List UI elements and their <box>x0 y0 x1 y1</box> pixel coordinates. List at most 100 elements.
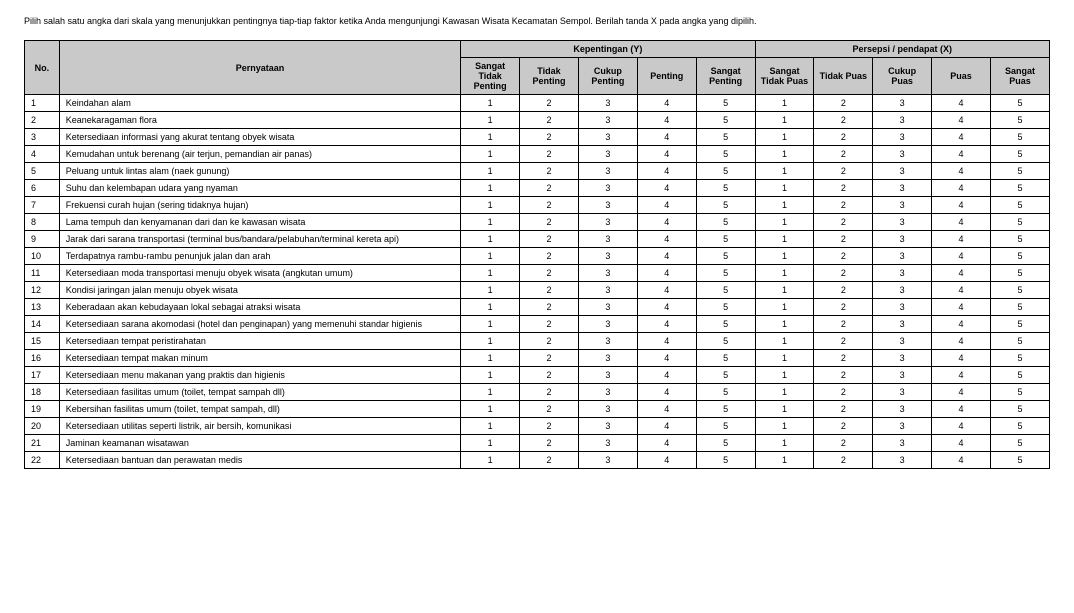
rate-x2[interactable]: 2 <box>814 248 873 265</box>
rate-y2[interactable]: 2 <box>520 435 579 452</box>
rate-x3[interactable]: 3 <box>873 95 932 112</box>
rate-x4[interactable]: 4 <box>932 435 991 452</box>
rate-y1[interactable]: 1 <box>461 384 520 401</box>
rate-x3[interactable]: 3 <box>873 384 932 401</box>
rate-x1[interactable]: 1 <box>755 333 814 350</box>
rate-y5[interactable]: 5 <box>696 316 755 333</box>
rate-x5[interactable]: 5 <box>990 95 1049 112</box>
rate-y3[interactable]: 3 <box>578 435 637 452</box>
rate-x2[interactable]: 2 <box>814 265 873 282</box>
rate-x1[interactable]: 1 <box>755 214 814 231</box>
rate-y3[interactable]: 3 <box>578 180 637 197</box>
rate-y5[interactable]: 5 <box>696 112 755 129</box>
rate-x2[interactable]: 2 <box>814 146 873 163</box>
rate-y3[interactable]: 3 <box>578 95 637 112</box>
rate-x5[interactable]: 5 <box>990 316 1049 333</box>
rate-x3[interactable]: 3 <box>873 112 932 129</box>
rate-x4[interactable]: 4 <box>932 265 991 282</box>
rate-x1[interactable]: 1 <box>755 112 814 129</box>
rate-x1[interactable]: 1 <box>755 350 814 367</box>
rate-y5[interactable]: 5 <box>696 367 755 384</box>
rate-y4[interactable]: 4 <box>637 282 696 299</box>
rate-x4[interactable]: 4 <box>932 452 991 469</box>
rate-y4[interactable]: 4 <box>637 112 696 129</box>
rate-x5[interactable]: 5 <box>990 180 1049 197</box>
rate-x4[interactable]: 4 <box>932 282 991 299</box>
rate-y1[interactable]: 1 <box>461 248 520 265</box>
rate-x1[interactable]: 1 <box>755 435 814 452</box>
rate-y2[interactable]: 2 <box>520 231 579 248</box>
rate-x2[interactable]: 2 <box>814 401 873 418</box>
rate-y3[interactable]: 3 <box>578 316 637 333</box>
rate-x5[interactable]: 5 <box>990 231 1049 248</box>
rate-x2[interactable]: 2 <box>814 129 873 146</box>
rate-y5[interactable]: 5 <box>696 452 755 469</box>
rate-x2[interactable]: 2 <box>814 384 873 401</box>
rate-y1[interactable]: 1 <box>461 197 520 214</box>
rate-y4[interactable]: 4 <box>637 435 696 452</box>
rate-y4[interactable]: 4 <box>637 197 696 214</box>
rate-y2[interactable]: 2 <box>520 197 579 214</box>
rate-x3[interactable]: 3 <box>873 180 932 197</box>
rate-y3[interactable]: 3 <box>578 350 637 367</box>
rate-x4[interactable]: 4 <box>932 350 991 367</box>
rate-x2[interactable]: 2 <box>814 299 873 316</box>
rate-y3[interactable]: 3 <box>578 282 637 299</box>
rate-y3[interactable]: 3 <box>578 384 637 401</box>
rate-x3[interactable]: 3 <box>873 265 932 282</box>
rate-y5[interactable]: 5 <box>696 384 755 401</box>
rate-y1[interactable]: 1 <box>461 333 520 350</box>
rate-x5[interactable]: 5 <box>990 282 1049 299</box>
rate-y3[interactable]: 3 <box>578 299 637 316</box>
rate-x2[interactable]: 2 <box>814 350 873 367</box>
rate-x2[interactable]: 2 <box>814 316 873 333</box>
rate-y4[interactable]: 4 <box>637 401 696 418</box>
rate-y2[interactable]: 2 <box>520 163 579 180</box>
rate-y5[interactable]: 5 <box>696 435 755 452</box>
rate-y5[interactable]: 5 <box>696 163 755 180</box>
rate-y1[interactable]: 1 <box>461 452 520 469</box>
rate-y3[interactable]: 3 <box>578 231 637 248</box>
rate-x5[interactable]: 5 <box>990 401 1049 418</box>
rate-x4[interactable]: 4 <box>932 248 991 265</box>
rate-y1[interactable]: 1 <box>461 401 520 418</box>
rate-y2[interactable]: 2 <box>520 452 579 469</box>
rate-y3[interactable]: 3 <box>578 146 637 163</box>
rate-y3[interactable]: 3 <box>578 163 637 180</box>
rate-x1[interactable]: 1 <box>755 401 814 418</box>
rate-y1[interactable]: 1 <box>461 350 520 367</box>
rate-y4[interactable]: 4 <box>637 163 696 180</box>
rate-y1[interactable]: 1 <box>461 435 520 452</box>
rate-y1[interactable]: 1 <box>461 129 520 146</box>
rate-y5[interactable]: 5 <box>696 401 755 418</box>
rate-x2[interactable]: 2 <box>814 282 873 299</box>
rate-x4[interactable]: 4 <box>932 316 991 333</box>
rate-y3[interactable]: 3 <box>578 452 637 469</box>
rate-y4[interactable]: 4 <box>637 350 696 367</box>
rate-y2[interactable]: 2 <box>520 384 579 401</box>
rate-y1[interactable]: 1 <box>461 265 520 282</box>
rate-y4[interactable]: 4 <box>637 231 696 248</box>
rate-y3[interactable]: 3 <box>578 112 637 129</box>
rate-x3[interactable]: 3 <box>873 231 932 248</box>
rate-x3[interactable]: 3 <box>873 350 932 367</box>
rate-x4[interactable]: 4 <box>932 129 991 146</box>
rate-x2[interactable]: 2 <box>814 180 873 197</box>
rate-x1[interactable]: 1 <box>755 316 814 333</box>
rate-x4[interactable]: 4 <box>932 180 991 197</box>
rate-x1[interactable]: 1 <box>755 265 814 282</box>
rate-x4[interactable]: 4 <box>932 214 991 231</box>
rate-x1[interactable]: 1 <box>755 384 814 401</box>
rate-y3[interactable]: 3 <box>578 248 637 265</box>
rate-y2[interactable]: 2 <box>520 180 579 197</box>
rate-y2[interactable]: 2 <box>520 367 579 384</box>
rate-y4[interactable]: 4 <box>637 248 696 265</box>
rate-x5[interactable]: 5 <box>990 350 1049 367</box>
rate-x4[interactable]: 4 <box>932 367 991 384</box>
rate-x2[interactable]: 2 <box>814 197 873 214</box>
rate-x2[interactable]: 2 <box>814 452 873 469</box>
rate-y3[interactable]: 3 <box>578 333 637 350</box>
rate-y2[interactable]: 2 <box>520 282 579 299</box>
rate-y5[interactable]: 5 <box>696 248 755 265</box>
rate-y4[interactable]: 4 <box>637 452 696 469</box>
